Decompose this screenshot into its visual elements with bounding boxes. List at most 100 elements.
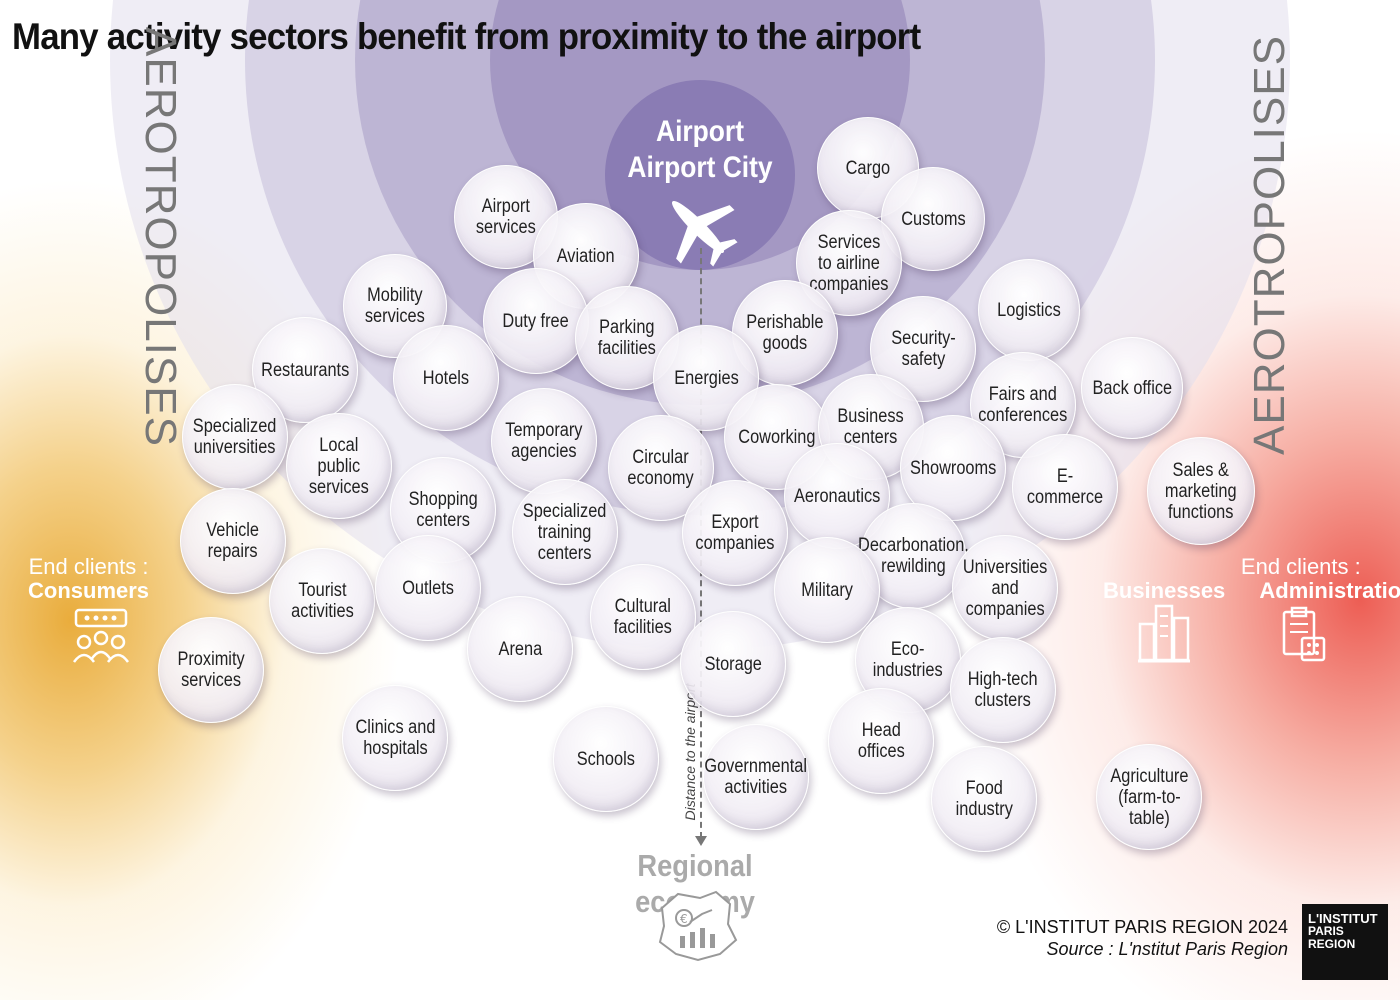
sector-bubble-logistics: Logistics xyxy=(978,259,1080,361)
sector-label: Tourist activities xyxy=(290,580,354,622)
sector-bubble-coworking: Coworking xyxy=(724,384,830,490)
sector-bubble-back-office: Back office xyxy=(1081,337,1183,439)
sector-bubble-tourist: Tourist activities xyxy=(269,548,375,654)
administration-label: Administration xyxy=(1259,578,1400,603)
sector-bubble-outlets: Outlets xyxy=(375,535,481,641)
source: Source : L'nstitut Paris Region xyxy=(1046,939,1288,959)
sector-label: E-commerce xyxy=(1026,466,1104,508)
sector-label: Outlets xyxy=(402,577,454,599)
consumers-label: Consumers xyxy=(28,578,150,603)
sector-label: Parking facilities xyxy=(597,317,657,359)
credits: © L'INSTITUT PARIS REGION 2024 Source : … xyxy=(997,916,1288,960)
svg-text:€: € xyxy=(680,912,688,926)
buildings-icon xyxy=(1138,604,1190,663)
copyright: © L'INSTITUT PARIS REGION 2024 xyxy=(996,917,1288,937)
sector-label: Storage xyxy=(704,653,762,675)
sector-label: Temporary agencies xyxy=(505,420,583,462)
sector-label: Logistics xyxy=(997,299,1061,321)
sector-label: Perishable goods xyxy=(746,312,824,354)
sector-label: Clinics and hospitals xyxy=(355,717,435,759)
sector-bubble-food-industry: Food industry xyxy=(931,746,1037,852)
sector-bubble-schools: Schools xyxy=(553,706,659,812)
sector-bubble-temporary: Temporary agencies xyxy=(491,388,597,494)
region-map-icon: € xyxy=(658,890,738,962)
sector-label: Food industry xyxy=(955,778,1013,820)
sector-label: Schools xyxy=(576,748,636,770)
sector-label: Head offices xyxy=(857,720,905,762)
sector-bubble-universities-companies: Universities and companies xyxy=(952,535,1058,641)
sector-bubble-military: Military xyxy=(774,537,880,643)
sector-label: Eco- industries xyxy=(873,639,943,681)
sector-label: Fairs and conferences xyxy=(978,384,1068,426)
sector-bubble-security: Security- safety xyxy=(870,296,976,402)
airplane-icon xyxy=(672,201,738,267)
sector-bubble-services-airline: Services to airline companies xyxy=(796,210,902,316)
sector-label: Hotels xyxy=(422,367,470,389)
sector-bubble-local-public: Local public services xyxy=(286,413,392,519)
sector-label: Sales & marketing functions xyxy=(1165,459,1237,523)
distance-arrow-head xyxy=(695,836,707,846)
sector-label: Proximity services xyxy=(177,649,245,691)
sector-label: Showrooms xyxy=(909,457,997,479)
sector-bubble-specialized-universities: Specialized universities xyxy=(182,384,288,490)
airport-hub-title: Airport Airport City xyxy=(612,114,788,186)
sector-label: Universities and companies xyxy=(962,556,1048,620)
sector-label: Services to airline companies xyxy=(809,231,889,295)
sector-label: Business centers xyxy=(837,406,905,448)
end-clients-businesses: End clients : Businesses Administration xyxy=(1103,555,1400,603)
institut-logo: L'INSTITUT PARIS REGION xyxy=(1302,904,1388,980)
aerotropolises-right: AEROTROPOLISES xyxy=(1244,35,1294,455)
sector-label: Restaurants xyxy=(260,359,350,381)
sector-label: Local public services xyxy=(309,434,369,498)
consumers-prefix: End clients : xyxy=(28,554,149,579)
sector-bubble-proximity: Proximity services xyxy=(158,617,264,723)
sector-bubble-storage: Storage xyxy=(680,611,786,717)
sector-label: Arena xyxy=(498,638,542,660)
sector-bubble-head-offices: Head offices xyxy=(828,688,934,794)
page-title: Many activity sectors benefit from proxi… xyxy=(12,16,921,57)
sector-bubble-duty-free: Duty free xyxy=(483,268,589,374)
businesses-label: Businesses xyxy=(1103,578,1226,603)
sector-bubble-agriculture: Agriculture (farm-to- table) xyxy=(1096,744,1202,850)
sector-label: Back office xyxy=(1092,377,1172,399)
sector-bubble-ecommerce: E-commerce xyxy=(1012,434,1118,540)
sector-label: Aeronautics xyxy=(793,485,881,507)
sector-label: Mobility services xyxy=(365,285,425,327)
sector-label: Coworking xyxy=(738,426,816,448)
sector-label: Duty free xyxy=(502,310,570,332)
end-clients-consumers: End clients : Consumers xyxy=(28,555,149,603)
aerotropolises-left: AEROTROPOLISES xyxy=(135,27,185,447)
logo-line-1: L'INSTITUT xyxy=(1308,911,1378,926)
sector-label: Customs xyxy=(900,208,966,230)
sector-label: Cargo xyxy=(845,157,891,179)
sector-bubble-sales-marketing: Sales & marketing functions xyxy=(1147,437,1255,545)
sector-label: Circular economy xyxy=(627,447,695,489)
sector-label: Specialized training centers xyxy=(523,500,607,564)
sector-label: Security- safety xyxy=(890,328,956,370)
consumers-icon xyxy=(72,608,130,663)
sector-label: Decarbonation, rewilding xyxy=(857,535,969,577)
sector-bubble-governmental: Governmental activities xyxy=(703,724,809,830)
sector-label: Cultural facilities xyxy=(613,596,673,638)
hub-line-1: Airport xyxy=(656,115,744,148)
sector-bubble-circular: Circular economy xyxy=(608,415,714,521)
logo-line-3: REGION xyxy=(1308,937,1356,951)
sector-label: Export companies xyxy=(695,512,775,554)
sector-bubble-arena: Arena xyxy=(467,596,573,702)
sector-label: Vehicle repairs xyxy=(206,520,260,562)
sector-bubble-restaurants: Restaurants xyxy=(252,317,358,423)
sector-label: Shopping centers xyxy=(408,489,478,531)
sector-label: Aviation xyxy=(557,245,615,267)
sector-bubble-specialized-training: Specialized training centers xyxy=(512,479,618,585)
sector-label: High-tech clusters xyxy=(968,669,1038,711)
sector-bubble-hotels: Hotels xyxy=(393,325,499,431)
businesses-prefix: End clients : xyxy=(1240,554,1361,579)
sector-label: Specialized universities xyxy=(193,416,277,458)
hub-line-2: Airport City xyxy=(627,151,773,184)
sector-bubble-cultural: Cultural facilities xyxy=(590,564,696,670)
sector-label: Military xyxy=(801,579,853,601)
sector-bubble-high-tech: High-tech clusters xyxy=(950,637,1056,743)
sector-bubble-clinics: Clinics and hospitals xyxy=(342,685,448,791)
sector-label: Agriculture (farm-to- table) xyxy=(1109,765,1189,829)
sector-label: Energies xyxy=(673,367,739,389)
